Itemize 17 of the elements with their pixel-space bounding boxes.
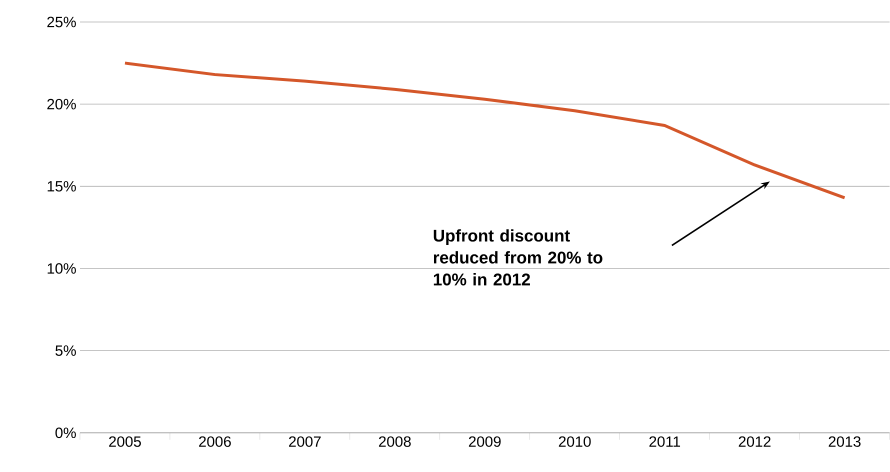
y-tick-label: 10% <box>48 263 76 274</box>
x-tick-label: 2007 <box>289 436 321 447</box>
annotation: Upfront discount reduced from 20% to 10% in 2012 <box>434 229 602 286</box>
y-tick-label: 20% <box>47 98 76 110</box>
x-tick-label: 2012 <box>738 436 771 447</box>
x-tick-label: 2009 <box>468 436 501 447</box>
y-tick-label: 15% <box>48 181 76 192</box>
y-tick-label: 25% <box>47 16 76 28</box>
x-tick-label: 2008 <box>378 436 411 447</box>
line-series <box>123 62 846 200</box>
x-tick-label: 2005 <box>109 436 141 447</box>
x-tick-label: 2011 <box>649 436 680 447</box>
x-tick-label: 2010 <box>558 436 591 447</box>
x-tick-label: 2006 <box>199 436 231 447</box>
y-tick-label: 0% <box>55 428 76 438</box>
y-tick-label: 5% <box>55 346 76 356</box>
x-tick-label: 2013 <box>828 436 861 447</box>
